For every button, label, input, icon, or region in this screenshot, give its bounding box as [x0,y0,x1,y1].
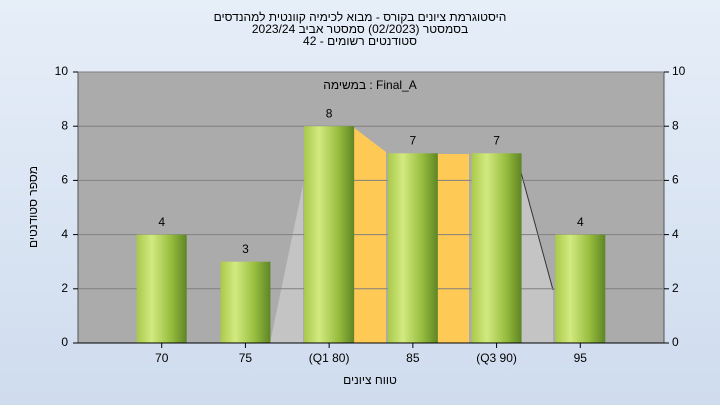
value-label: 7 [410,133,417,147]
value-label: 4 [158,215,165,229]
y-tick-label: 6 [61,173,68,187]
x-tick-label: 85 [406,351,420,365]
x-tick-label: (Q1 80) [309,351,350,365]
x-tick-label: 95 [574,351,588,365]
chart-subtitle: סטודנטים רשומים - 42 [303,34,417,48]
value-label: 3 [242,242,249,256]
bar [220,261,271,343]
annotation: במשימה : Final_A [323,78,417,92]
chart-subtitle: בסמסטר (02/2023) סמסטר אביב 2023/24 [252,22,468,36]
y-tick-label: 8 [61,118,68,132]
y2-tick-label: 6 [672,173,679,187]
x-tick-label: (Q3 90) [476,351,517,365]
y2-tick-label: 8 [672,118,679,132]
value-label: 8 [326,106,333,120]
y2-tick-label: 0 [672,335,679,349]
y-tick-label: 10 [55,64,69,78]
x-axis-label: טווח ציונים [343,373,397,387]
y2-tick-label: 2 [672,281,679,295]
y2-tick-label: 10 [672,64,686,78]
x-tick-label: 70 [155,351,169,365]
y-axis-label: מספר סטודנטים [26,166,40,248]
value-label: 7 [493,133,500,147]
chart-title: היסטוגרמת ציונים בקורס - מבוא לכימיה קוו… [214,10,507,24]
x-tick-label: 75 [239,351,253,365]
bar [304,126,355,343]
bar [471,153,522,343]
bar [555,234,606,343]
bar [136,234,187,343]
y2-tick-label: 4 [672,227,679,241]
y-tick-label: 2 [61,281,68,295]
value-label: 4 [577,215,584,229]
bar [387,153,438,343]
y-tick-label: 4 [61,227,68,241]
y-tick-label: 0 [61,335,68,349]
